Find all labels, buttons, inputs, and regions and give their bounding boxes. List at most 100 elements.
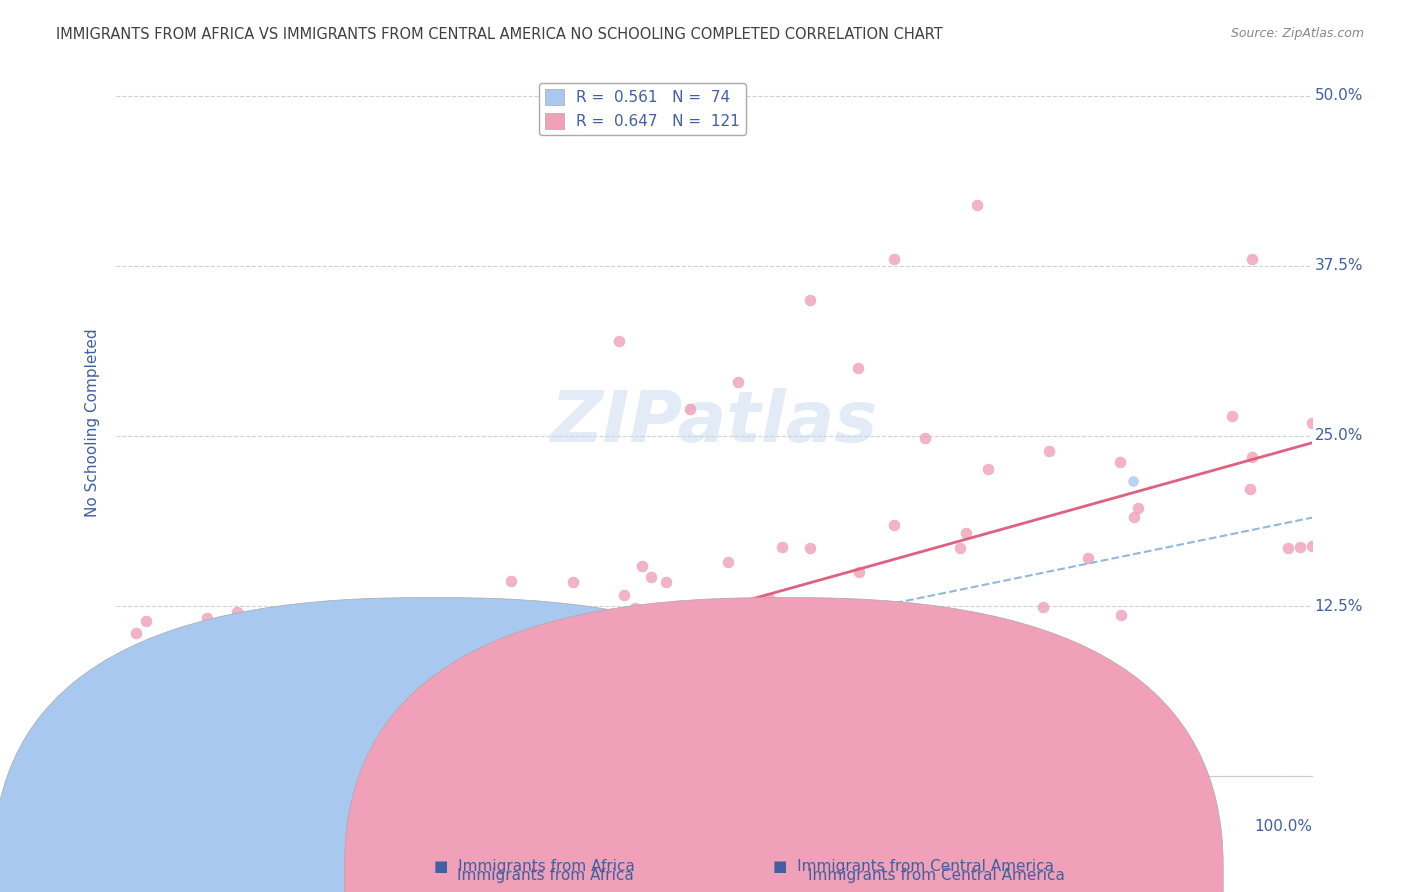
Point xyxy=(607,640,630,654)
Point xyxy=(489,732,512,747)
Point xyxy=(128,722,150,736)
Point xyxy=(270,753,292,767)
Point xyxy=(416,648,439,662)
Point xyxy=(472,667,495,681)
Point xyxy=(637,656,659,670)
Point xyxy=(238,768,260,782)
Point xyxy=(187,656,209,670)
Point xyxy=(160,761,183,775)
Point xyxy=(316,726,339,740)
Point xyxy=(329,768,352,782)
Point xyxy=(129,690,152,705)
Point xyxy=(430,703,453,717)
Point xyxy=(172,636,194,650)
Point xyxy=(370,707,392,722)
Point xyxy=(295,761,318,775)
Point xyxy=(799,541,821,556)
Point xyxy=(499,574,522,589)
Point xyxy=(1122,474,1144,488)
Point xyxy=(949,541,972,555)
Point xyxy=(181,749,204,764)
Point xyxy=(589,622,612,636)
Point xyxy=(344,678,367,692)
Point xyxy=(138,716,160,731)
Point xyxy=(531,690,554,705)
Text: ■  Immigrants from Africa: ■ Immigrants from Africa xyxy=(434,859,634,874)
Point xyxy=(350,697,373,711)
Point xyxy=(655,574,678,589)
Point xyxy=(153,768,176,782)
Point xyxy=(501,641,523,656)
Point xyxy=(246,767,269,781)
Point xyxy=(440,657,463,671)
Point xyxy=(195,716,218,731)
Point xyxy=(862,624,884,638)
Point xyxy=(425,632,447,647)
Point xyxy=(631,559,654,574)
Point xyxy=(215,767,238,781)
Point xyxy=(125,626,148,640)
Point xyxy=(138,766,160,780)
Point xyxy=(458,697,481,711)
Point xyxy=(226,768,249,782)
Point xyxy=(1038,443,1060,458)
Point xyxy=(201,688,224,702)
Point xyxy=(610,640,633,655)
Point xyxy=(287,763,309,777)
Point xyxy=(209,757,232,772)
Point xyxy=(233,768,256,782)
Point xyxy=(222,768,245,782)
Point xyxy=(727,649,749,664)
Point xyxy=(153,768,176,782)
Point xyxy=(169,703,191,717)
Point xyxy=(977,462,1000,476)
Point xyxy=(325,744,347,758)
Point xyxy=(481,690,503,704)
Point xyxy=(742,595,765,609)
Point xyxy=(883,518,905,533)
Point xyxy=(209,768,232,782)
Point xyxy=(464,610,486,624)
Point xyxy=(167,695,190,709)
Point xyxy=(228,722,250,736)
Point xyxy=(169,753,191,767)
Point xyxy=(292,765,315,780)
Point xyxy=(298,698,321,713)
Point xyxy=(124,693,146,707)
Point xyxy=(129,748,152,763)
Point xyxy=(218,768,240,782)
Point xyxy=(404,730,426,744)
Point xyxy=(1122,510,1144,524)
Point xyxy=(134,768,156,782)
Point xyxy=(195,768,218,782)
Point xyxy=(524,604,547,618)
Point xyxy=(381,670,404,684)
Point xyxy=(170,768,193,782)
Point xyxy=(229,689,252,703)
Y-axis label: No Schooling Completed: No Schooling Completed xyxy=(86,328,100,516)
Point xyxy=(384,690,406,704)
Point xyxy=(1128,500,1150,515)
Point xyxy=(231,688,253,702)
Point xyxy=(235,763,257,777)
Text: Source: ZipAtlas.com: Source: ZipAtlas.com xyxy=(1230,27,1364,40)
Point xyxy=(640,570,662,584)
Point xyxy=(619,631,641,645)
Point xyxy=(174,768,197,782)
Text: 25.0%: 25.0% xyxy=(1315,428,1362,443)
Point xyxy=(883,648,905,663)
Point xyxy=(716,555,738,569)
Point xyxy=(146,747,169,762)
Point xyxy=(607,619,630,633)
Point xyxy=(141,764,163,778)
Point xyxy=(624,601,647,615)
Point xyxy=(314,768,336,782)
Point xyxy=(131,768,153,782)
Point xyxy=(349,625,371,640)
Point xyxy=(562,575,585,590)
Point xyxy=(120,682,142,697)
Text: 37.5%: 37.5% xyxy=(1315,259,1362,273)
Text: 50.0%: 50.0% xyxy=(1315,88,1362,103)
Point xyxy=(124,768,146,782)
Point xyxy=(169,760,191,774)
